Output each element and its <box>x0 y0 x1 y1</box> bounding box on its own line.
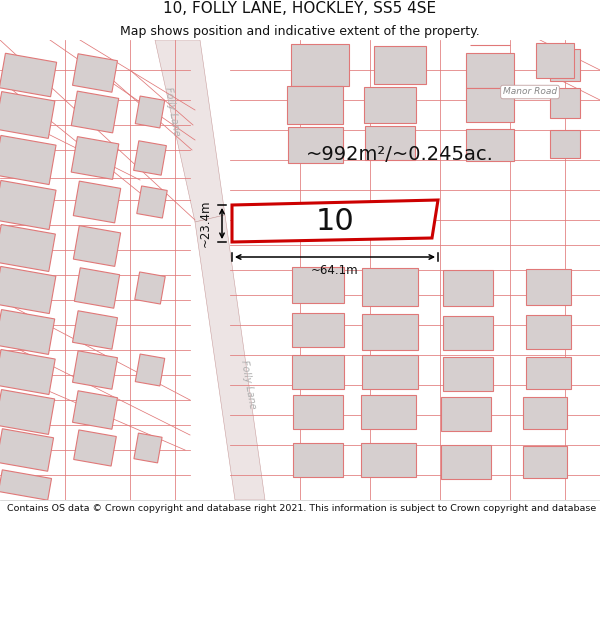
Text: ~23.4m: ~23.4m <box>199 200 212 248</box>
Polygon shape <box>0 266 56 314</box>
Polygon shape <box>526 269 571 305</box>
Polygon shape <box>0 92 55 138</box>
Polygon shape <box>550 130 580 158</box>
Polygon shape <box>0 389 55 434</box>
Polygon shape <box>293 395 343 429</box>
Polygon shape <box>0 470 52 500</box>
Text: ~992m²/~0.245ac.: ~992m²/~0.245ac. <box>306 146 494 164</box>
Polygon shape <box>232 200 438 242</box>
Polygon shape <box>362 355 418 389</box>
Polygon shape <box>536 42 574 78</box>
Polygon shape <box>466 52 514 88</box>
Polygon shape <box>0 429 53 471</box>
Polygon shape <box>361 395 415 429</box>
Polygon shape <box>292 355 344 389</box>
Text: ~64.1m: ~64.1m <box>311 264 359 277</box>
Polygon shape <box>466 129 514 161</box>
Polygon shape <box>362 314 418 350</box>
Polygon shape <box>134 433 162 463</box>
Polygon shape <box>466 88 514 122</box>
Polygon shape <box>74 430 116 466</box>
Text: 10, FOLLY LANE, HOCKLEY, SS5 4SE: 10, FOLLY LANE, HOCKLEY, SS5 4SE <box>163 1 437 16</box>
Polygon shape <box>292 267 344 303</box>
Polygon shape <box>73 311 118 349</box>
Polygon shape <box>287 127 343 163</box>
Polygon shape <box>73 54 118 92</box>
Polygon shape <box>73 351 118 389</box>
Polygon shape <box>155 40 225 222</box>
Polygon shape <box>71 91 119 133</box>
Polygon shape <box>73 226 121 266</box>
Polygon shape <box>135 354 165 386</box>
Text: Folly Lane: Folly Lane <box>239 360 257 410</box>
Polygon shape <box>134 141 166 175</box>
Polygon shape <box>374 46 426 84</box>
Text: 10: 10 <box>316 208 355 236</box>
Polygon shape <box>523 446 567 478</box>
Polygon shape <box>550 88 580 118</box>
Polygon shape <box>362 268 418 306</box>
Polygon shape <box>441 445 491 479</box>
Polygon shape <box>364 87 416 123</box>
Text: Map shows position and indicative extent of the property.: Map shows position and indicative extent… <box>120 25 480 38</box>
Polygon shape <box>293 443 343 477</box>
Text: Folly Lane: Folly Lane <box>163 87 181 138</box>
Polygon shape <box>526 357 571 389</box>
Polygon shape <box>365 126 415 160</box>
Polygon shape <box>0 309 55 354</box>
Polygon shape <box>73 181 121 223</box>
Polygon shape <box>443 270 493 306</box>
Polygon shape <box>0 136 56 184</box>
Polygon shape <box>195 215 265 500</box>
Polygon shape <box>291 44 349 86</box>
Polygon shape <box>135 96 165 128</box>
Polygon shape <box>0 181 56 229</box>
Text: Manor Road: Manor Road <box>503 88 557 96</box>
Polygon shape <box>0 53 56 97</box>
Polygon shape <box>523 397 567 429</box>
Polygon shape <box>71 137 119 179</box>
Polygon shape <box>135 272 165 304</box>
Text: Contains OS data © Crown copyright and database right 2021. This information is : Contains OS data © Crown copyright and d… <box>7 504 600 512</box>
Polygon shape <box>361 443 415 477</box>
Polygon shape <box>137 186 167 218</box>
Polygon shape <box>441 397 491 431</box>
Polygon shape <box>0 224 55 271</box>
Polygon shape <box>73 391 118 429</box>
Polygon shape <box>550 49 580 81</box>
Polygon shape <box>0 349 55 394</box>
Polygon shape <box>443 316 493 350</box>
Polygon shape <box>443 357 493 391</box>
Polygon shape <box>526 315 571 349</box>
Polygon shape <box>287 86 343 124</box>
Polygon shape <box>292 313 344 347</box>
Polygon shape <box>74 268 119 308</box>
